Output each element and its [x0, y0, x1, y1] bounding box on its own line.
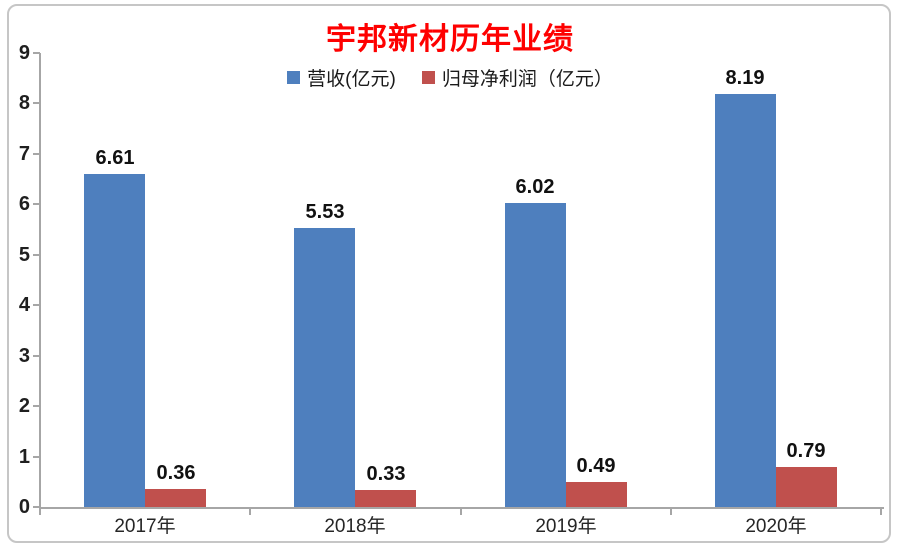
y-tick-7 — [33, 153, 40, 155]
bar-value-net-profit-2017年: 0.36 — [156, 462, 196, 484]
legend-item-revenue: 营收(亿元) — [287, 64, 396, 91]
y-tick-6 — [33, 203, 40, 205]
category-label-2019年: 2019年 — [535, 516, 597, 537]
y-tick-0 — [33, 506, 40, 508]
bar-value-revenue-2017年: 6.61 — [95, 147, 135, 169]
chart-title: 宇邦新材历年业绩 — [326, 23, 574, 56]
bar-revenue-2020年 — [715, 94, 776, 507]
y-axis-line — [39, 53, 41, 509]
y-tick-label-7: 7 — [18, 143, 30, 165]
y-tick-label-2: 2 — [18, 395, 30, 417]
bar-net-profit-2019年 — [566, 482, 627, 507]
y-tick-label-3: 3 — [18, 345, 30, 367]
bar-value-revenue-2019年: 6.02 — [515, 176, 555, 198]
bar-revenue-2018年 — [294, 228, 355, 507]
bar-net-profit-2020年 — [776, 467, 837, 507]
legend-marker-revenue-icon — [287, 71, 301, 84]
chart-legend: 营收(亿元) 归母净利润（亿元） — [0, 64, 900, 91]
bar-net-profit-2018年 — [355, 490, 416, 507]
y-tick-9 — [33, 52, 40, 54]
y-tick-label-6: 6 — [18, 193, 30, 215]
x-tick-4 — [880, 507, 882, 515]
y-tick-label-4: 4 — [18, 294, 30, 316]
y-tick-2 — [33, 405, 40, 407]
bar-value-net-profit-2018年: 0.33 — [366, 463, 406, 485]
y-tick-3 — [33, 355, 40, 357]
y-tick-label-0: 0 — [18, 496, 30, 518]
x-tick-2 — [460, 507, 462, 515]
y-tick-4 — [33, 304, 40, 306]
x-tick-3 — [670, 507, 672, 515]
bar-revenue-2017年 — [84, 174, 145, 507]
legend-item-net-profit: 归母净利润（亿元） — [421, 64, 613, 91]
category-label-2017年: 2017年 — [114, 516, 176, 537]
bar-value-net-profit-2020年: 0.79 — [786, 440, 826, 462]
category-label-2018年: 2018年 — [324, 516, 386, 537]
y-tick-1 — [33, 456, 40, 458]
y-tick-label-9: 9 — [18, 42, 30, 64]
legend-marker-net-profit-icon — [421, 71, 435, 84]
legend-label-net-profit: 归母净利润（亿元） — [441, 69, 613, 90]
y-tick-5 — [33, 254, 40, 256]
x-tick-0 — [39, 507, 41, 515]
y-tick-label-8: 8 — [18, 92, 30, 114]
bar-value-net-profit-2019年: 0.49 — [576, 455, 616, 477]
x-tick-1 — [249, 507, 251, 515]
y-tick-label-1: 1 — [18, 446, 30, 468]
bar-revenue-2019年 — [505, 203, 566, 507]
bar-value-revenue-2020年: 8.19 — [725, 67, 765, 89]
category-label-2020年: 2020年 — [745, 516, 807, 537]
y-tick-8 — [33, 102, 40, 104]
bar-net-profit-2017年 — [145, 489, 206, 507]
legend-label-revenue: 营收(亿元) — [307, 69, 396, 90]
bar-value-revenue-2018年: 5.53 — [305, 201, 345, 223]
y-tick-label-5: 5 — [18, 244, 30, 266]
